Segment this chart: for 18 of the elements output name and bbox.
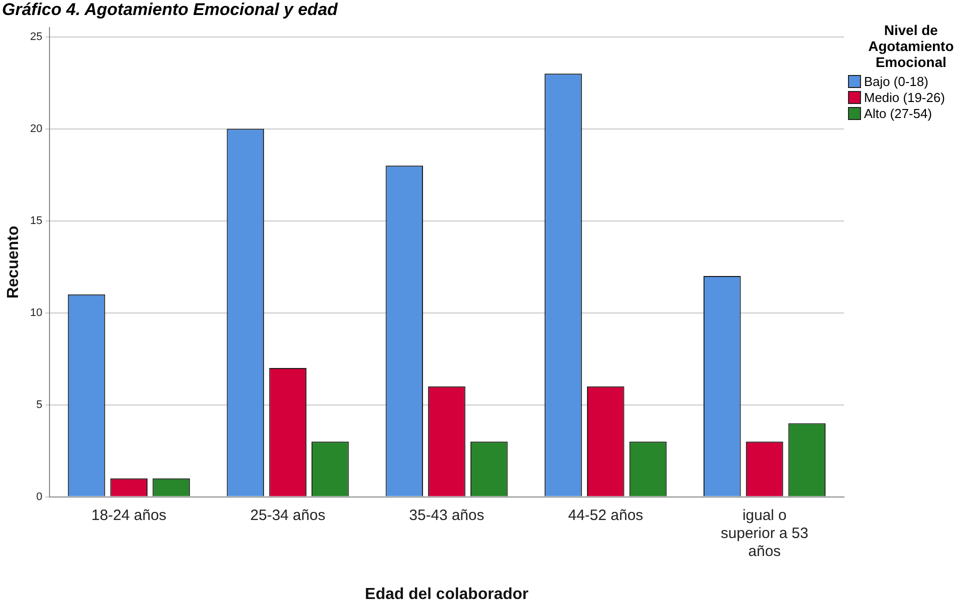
legend-label: Alto (27-54) [864,106,932,121]
x-tick-label: 25-34 años [250,506,326,524]
x-axis-title: Edad del colaborador [364,586,529,603]
x-tick-label: 35-43 años [409,506,484,524]
chart-title: Gráfico 4. Agotamiento Emocional y edad [2,0,338,20]
y-tick-label: 20 [30,122,42,135]
y-tick-label: 0 [36,490,42,503]
y-tick-label: 10 [30,306,42,319]
legend-title: Nivel de Agotamiento Emocional [867,22,955,70]
y-axis-title: Recuento [5,226,22,299]
x-tick-label: 18-24 años [91,506,166,524]
legend-label: Medio (19-26) [864,90,945,105]
x-tick-label: 44-52 años [568,506,644,524]
x-tick-label: igual o superior a 53 años [720,506,808,560]
y-tick-label: 5 [36,398,42,411]
legend-label: Bajo (0-18) [864,74,928,89]
y-tick-label: 15 [30,214,42,227]
y-tick-label: 25 [30,30,42,43]
